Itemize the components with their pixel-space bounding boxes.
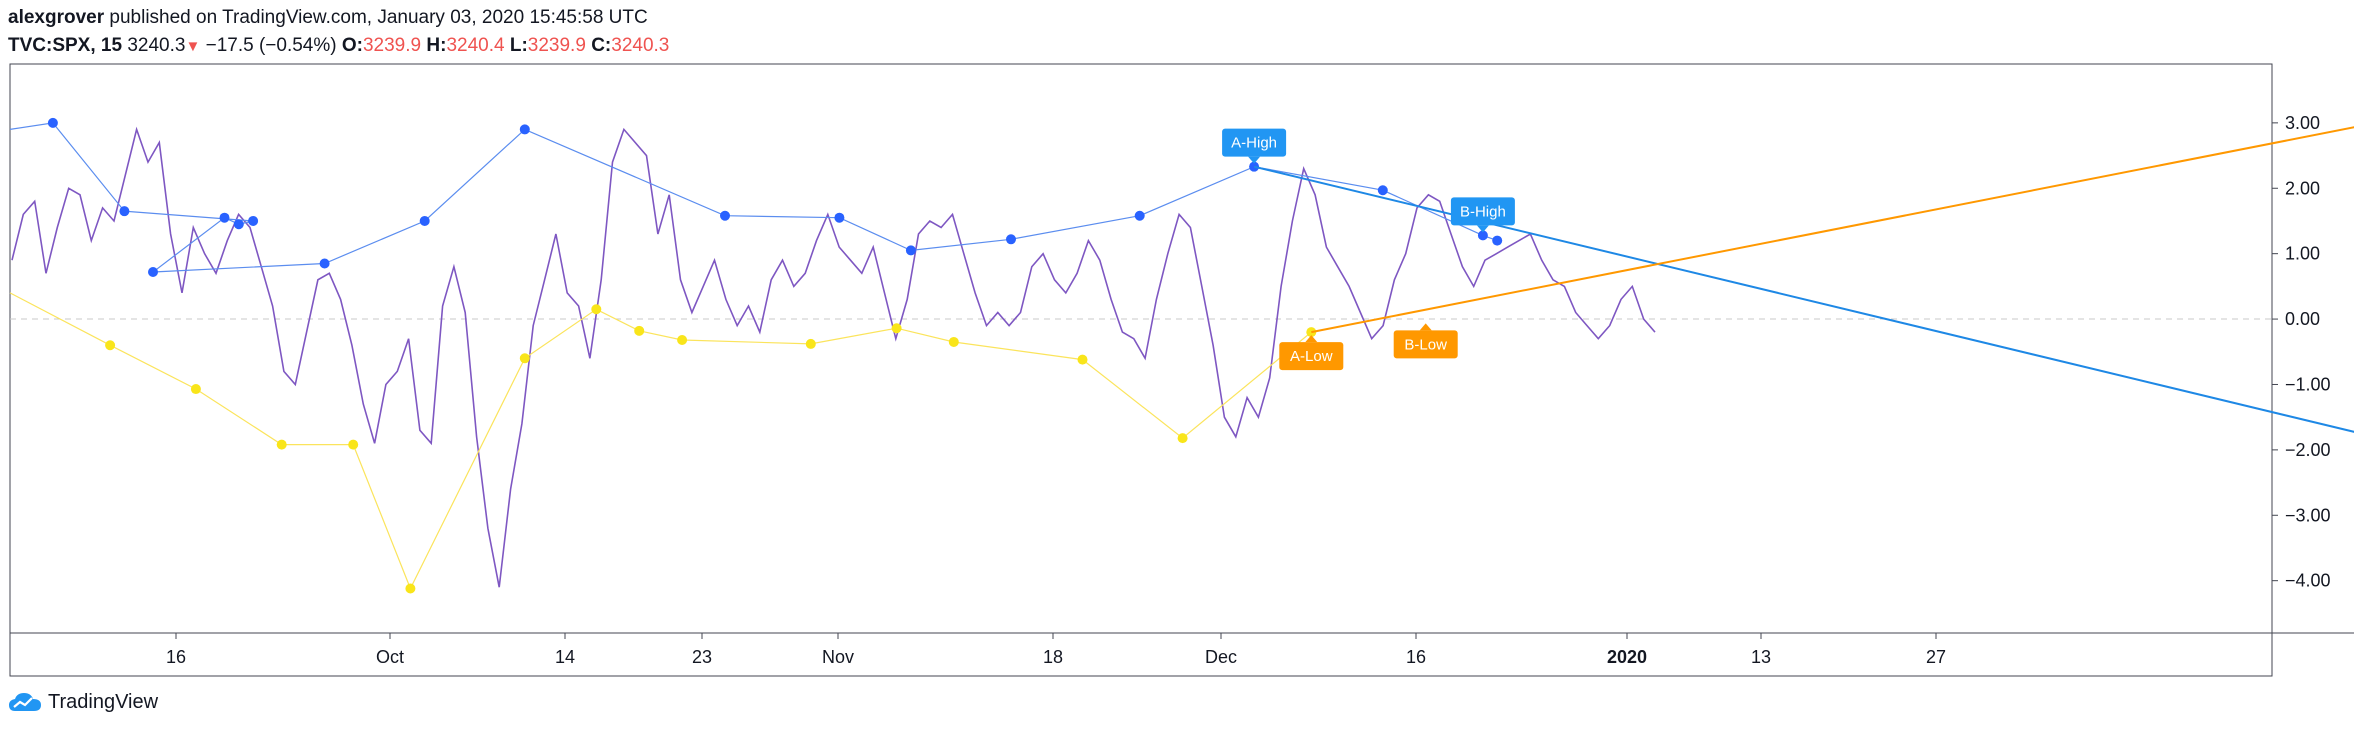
y-tick-label: 3.00 [2285, 113, 2320, 133]
pivot-high-point [248, 215, 259, 226]
label-pointer [1305, 335, 1318, 343]
chart-header: alexgrover published on TradingView.com,… [8, 4, 669, 60]
footer-brand: TradingView [48, 690, 159, 713]
label-text: B-High [1460, 203, 1506, 220]
price-axis[interactable]: 3.00 2.00 1.00 0.00 −1.00 −2.00 −3.00 −4.00 [2272, 113, 2331, 591]
oscillator-line [11, 126, 1656, 588]
pivot-high-point [1006, 234, 1016, 245]
high-pivot-label: B-High [1450, 197, 1515, 233]
x-tick-label: 18 [1043, 647, 1063, 667]
label-box [1393, 330, 1458, 359]
pivot-high-point [419, 215, 430, 226]
label-box [1279, 342, 1344, 371]
price-change: −17.5 (−0.54%) [205, 35, 337, 56]
pivot-high-point [119, 206, 130, 217]
label-text: A-High [1231, 135, 1277, 152]
y-tick-label: 0.00 [2285, 309, 2320, 329]
label-box [1450, 197, 1515, 226]
pivot-low-point [405, 583, 416, 594]
x-tick-label: Dec [1205, 647, 1237, 667]
label-text: A-Low [1290, 348, 1333, 365]
y-tick-label: 1.00 [2285, 244, 2320, 264]
pivot-high-point [519, 124, 530, 135]
pivot-high-point [1477, 230, 1488, 241]
high-label: H: [426, 35, 447, 56]
pivot-low-point [677, 334, 688, 345]
pivot-high-point [720, 210, 730, 221]
low-pivot-label: A-Low [1279, 335, 1344, 371]
y-tick-label: −1.00 [2285, 374, 2331, 394]
last-price: 3240.3 [127, 35, 186, 56]
open-label: O: [341, 35, 363, 56]
pivot-low-point [948, 336, 959, 347]
pivot-high-point [47, 117, 58, 128]
label-pointer [1419, 323, 1432, 331]
pivot-low-point [805, 338, 816, 349]
x-tick-label: 23 [692, 647, 712, 667]
time-axis[interactable]: 16 Oct 14 23 Nov 18 Dec 16 2020 13 27 [166, 633, 1946, 667]
label-text: B-Low [1404, 336, 1447, 353]
pivot-high-point [1377, 185, 1388, 196]
pivot-low-line [9, 292, 1312, 590]
open-value: 3239.9 [362, 35, 422, 56]
pivot-low-point [1177, 433, 1188, 444]
plot-frame [9, 63, 2273, 677]
pivot-high-point [219, 212, 230, 223]
x-tick-label: 13 [1751, 647, 1771, 667]
label-pointer [1476, 225, 1489, 233]
y-tick-label: −4.00 [2285, 571, 2331, 591]
pivot-low-point [1077, 354, 1088, 365]
published-info: published on TradingView.com, January 03… [104, 7, 648, 28]
cloud-logo-icon [9, 693, 41, 711]
close-value: 3240.3 [611, 35, 670, 56]
pivot-low-point [190, 384, 201, 395]
low-label: L: [509, 35, 528, 56]
y-tick-label: −2.00 [2285, 440, 2331, 460]
pivot-low-point [105, 340, 116, 351]
pivot-high-point [905, 245, 916, 256]
pivot-low-point [519, 353, 530, 364]
symbol-label[interactable]: TVC:SPX, 15 [8, 35, 123, 56]
x-tick-label: 2020 [1607, 647, 1647, 667]
x-tick-label: 16 [166, 647, 186, 667]
pivot-low-point [591, 304, 602, 315]
x-tick-label: 14 [555, 647, 575, 667]
author-name[interactable]: alexgrover [8, 7, 105, 28]
x-tick-label: 27 [1926, 647, 1946, 667]
label-pointer [1248, 156, 1261, 164]
high-pivot-label: A-High [1222, 128, 1287, 164]
label-box [1222, 128, 1287, 157]
y-tick-label: 2.00 [2285, 178, 2320, 198]
plot-area: A-High B-High A-Low B-Low [9, 117, 2354, 594]
x-tick-label: Oct [376, 647, 404, 667]
pivot-low-point [276, 439, 287, 450]
x-tick-label: Nov [822, 647, 854, 667]
tradingview-logo[interactable]: TradingView [8, 688, 158, 716]
pivot-high-point [148, 266, 158, 277]
y-tick-label: −3.00 [2285, 505, 2331, 525]
high-trendline [1253, 165, 2354, 433]
high-value: 3240.4 [446, 35, 505, 56]
close-label: C: [591, 35, 612, 56]
x-tick-label: 16 [1406, 647, 1426, 667]
pivot-high-point [319, 258, 330, 269]
pivot-low-point [348, 439, 359, 450]
low-trendline [1311, 126, 2354, 334]
low-pivot-label: B-Low [1393, 323, 1458, 359]
down-arrow-icon: ▼ [185, 38, 201, 55]
pivot-high-point [233, 219, 244, 230]
pivot-high-point [1492, 235, 1503, 246]
pivot-low-point [891, 323, 902, 334]
pivot-high-point [1134, 210, 1145, 221]
low-value: 3239.9 [527, 35, 586, 56]
pivot-low-point [634, 325, 645, 336]
pivot-high-point [834, 212, 845, 223]
